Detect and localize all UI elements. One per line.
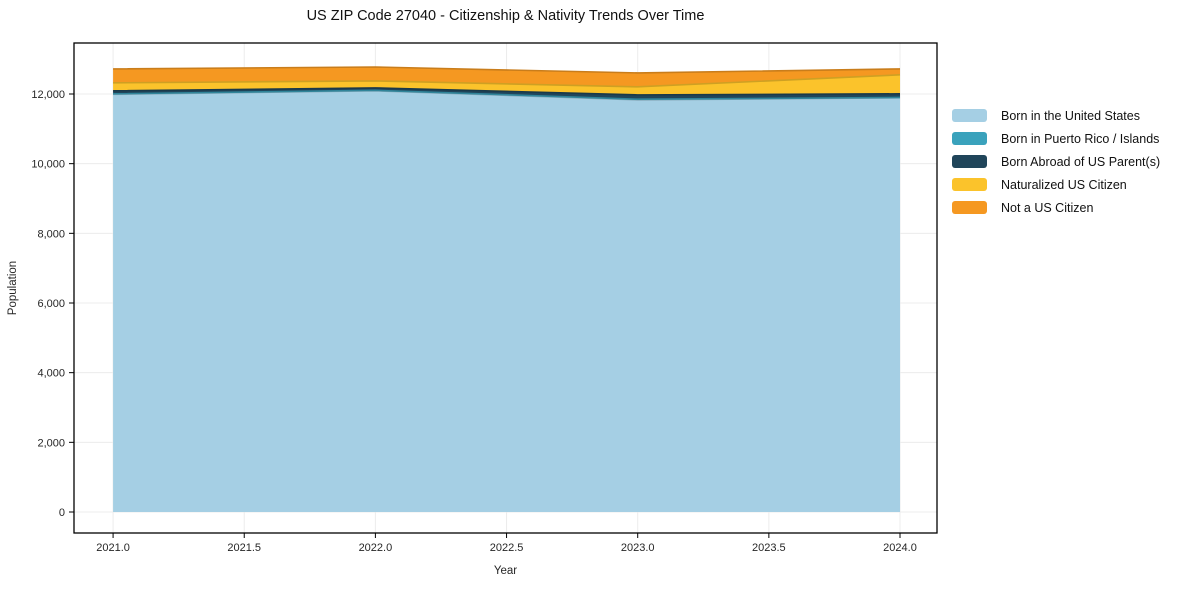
axis-ticks (69, 93, 901, 538)
legend-swatch (952, 201, 987, 214)
area-series-0 (113, 90, 901, 512)
x-tick-label: 2023.5 (752, 542, 786, 554)
y-tick-label: 10,000 (31, 159, 65, 171)
legend-swatch (952, 178, 987, 191)
x-tick-label: 2022.5 (490, 542, 524, 554)
chart-title: US ZIP Code 27040 - Citizenship & Nativi… (306, 8, 705, 24)
x-tick-label: 2022.0 (359, 542, 393, 554)
y-tick-label: 12,000 (31, 89, 65, 101)
axis-tick-labels: 0 2,000 4,000 6,000 8,000 10,000 12,000 2021.0 2… (31, 89, 916, 554)
y-tick-label: 4,000 (37, 368, 65, 380)
x-tick-label: 2023.0 (621, 542, 655, 554)
legend-swatch (952, 155, 987, 168)
x-tick-label: 2021.5 (227, 542, 261, 554)
y-tick-label: 8,000 (37, 228, 65, 240)
legend-label: Not a US Citizen (1001, 200, 1094, 215)
area-top-edge-4 (113, 66, 901, 74)
legend: Born in the United States Born in Puerto … (952, 104, 1160, 219)
legend-item-4: Not a US Citizen (952, 196, 1160, 219)
y-tick-label: 6,000 (37, 298, 65, 310)
legend-item-2: Born Abroad of US Parent(s) (952, 150, 1160, 173)
legend-label: Born in the United States (1001, 108, 1140, 123)
x-tick-label: 2021.0 (96, 542, 130, 554)
legend-item-0: Born in the United States (952, 104, 1160, 127)
legend-swatch (952, 109, 987, 122)
plot-frame (73, 42, 938, 534)
legend-item-3: Naturalized US Citizen (952, 173, 1160, 196)
legend-label: Naturalized US Citizen (1001, 177, 1127, 192)
area-top-edge-2 (113, 87, 901, 96)
area-top-edge-1 (113, 89, 901, 101)
x-tick-label: 2024.0 (883, 542, 917, 554)
legend-swatch (952, 132, 987, 145)
area-series-3 (113, 74, 901, 95)
area-top-edge-3 (113, 74, 901, 88)
x-axis-label: Year (493, 565, 518, 577)
y-tick-label: 0 (59, 507, 65, 519)
y-tick-label: 2,000 (37, 437, 65, 449)
legend-label: Born in Puerto Rico / Islands (1001, 131, 1160, 146)
legend-item-1: Born in Puerto Rico / Islands (952, 127, 1160, 150)
legend-label: Born Abroad of US Parent(s) (1001, 154, 1161, 169)
y-axis-label: Population (7, 260, 19, 316)
